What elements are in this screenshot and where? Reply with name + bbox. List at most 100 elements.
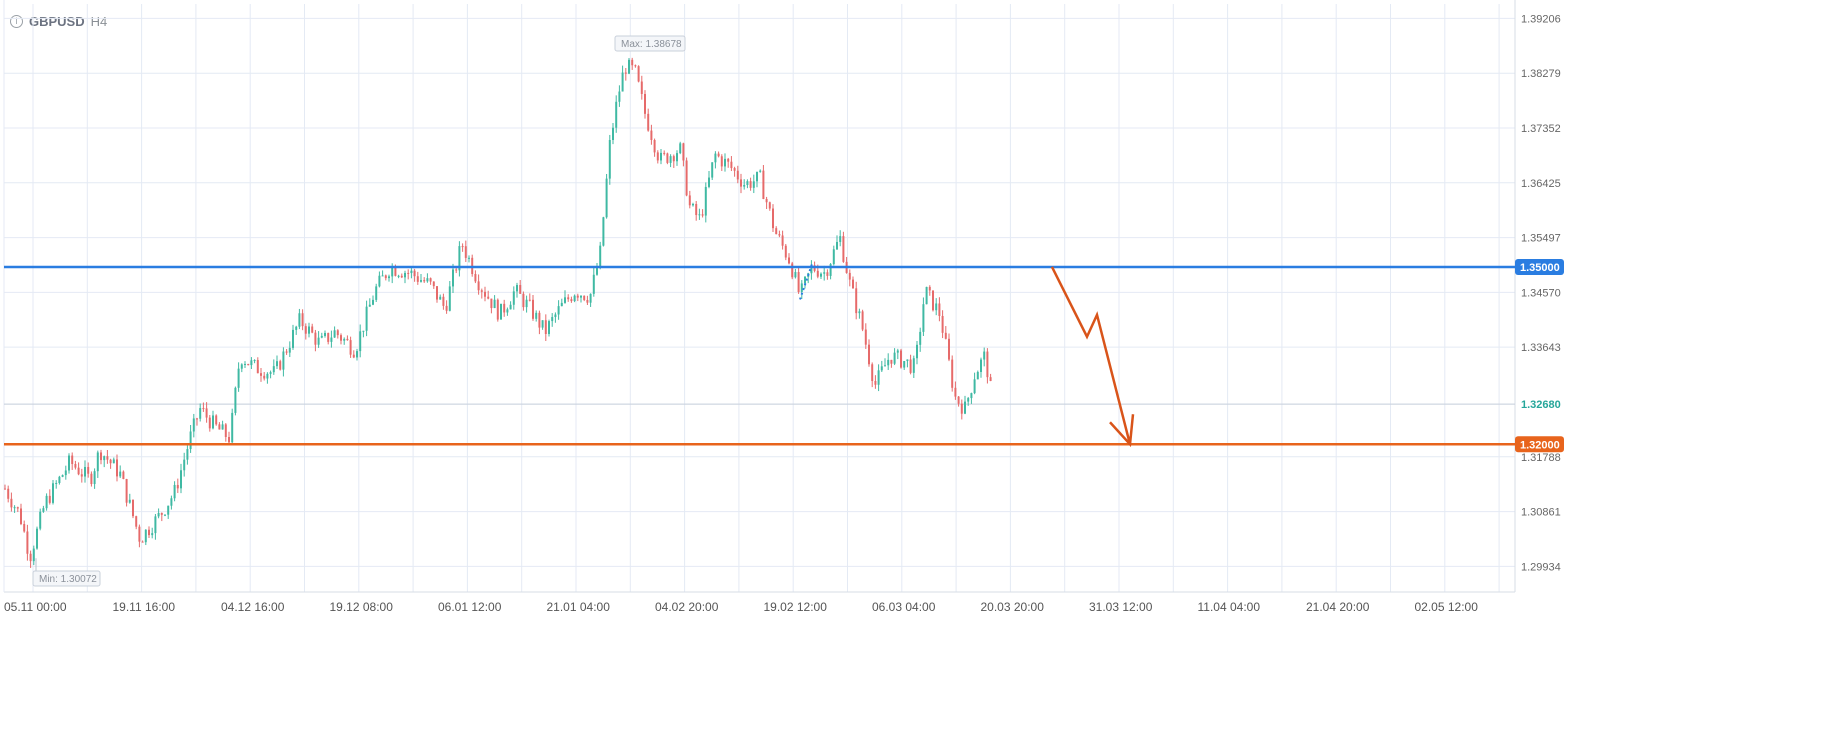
x-tick-label: 02.05 12:00: [1415, 600, 1479, 614]
candle-body: [653, 139, 656, 153]
x-tick-label: 19.11 16:00: [113, 600, 176, 614]
candle-body: [442, 296, 445, 306]
candle-body: [388, 276, 390, 279]
candle-body: [138, 526, 141, 542]
candle-body: [551, 317, 554, 322]
candle-body: [103, 456, 106, 461]
candle-body: [304, 326, 307, 334]
candle-body: [404, 272, 406, 278]
candle-body: [855, 288, 858, 314]
candle-body: [477, 281, 480, 291]
max-label: Max: 1.38678: [621, 39, 682, 50]
forecast-arrow[interactable]: [1050, 266, 1132, 445]
candle-body: [708, 177, 710, 187]
candle-body: [583, 295, 586, 300]
candle-body: [484, 291, 486, 297]
candle-body: [336, 330, 339, 336]
candle-body: [256, 360, 259, 374]
candle-body: [496, 299, 499, 320]
candle-body: [970, 393, 973, 399]
candle-body: [644, 93, 646, 114]
candle-body: [234, 387, 237, 413]
candle-body: [480, 290, 483, 292]
candle-body: [676, 153, 678, 162]
candle-body: [173, 484, 176, 499]
candle-body: [352, 354, 355, 358]
candle-body: [324, 332, 326, 336]
candle-body: [874, 380, 877, 385]
candle-body: [375, 286, 378, 300]
candle-body: [864, 329, 867, 345]
candle-body: [7, 488, 10, 499]
candle-body: [628, 59, 630, 74]
candle-body: [317, 337, 320, 345]
candle-body: [746, 181, 749, 186]
candle-body: [640, 81, 643, 94]
candle-body: [650, 130, 653, 140]
candle-body: [202, 408, 205, 410]
candle-body: [928, 286, 931, 291]
candle-body: [935, 303, 938, 311]
candle-body: [250, 360, 253, 366]
candle-body: [778, 234, 781, 236]
candle-body: [308, 326, 310, 334]
candle-body: [285, 351, 288, 353]
candle-body: [4, 488, 6, 490]
candle-body: [877, 370, 880, 385]
x-tick-label: 11.04 04:00: [1198, 600, 1261, 614]
candle-body: [522, 293, 525, 308]
candle-body: [423, 280, 426, 282]
candle-body: [237, 368, 240, 388]
candle-body: [346, 338, 349, 341]
x-tick-label: 06.03 04:00: [872, 600, 936, 614]
candle-body: [685, 160, 688, 196]
symbol-label: GBPUSD: [29, 14, 85, 29]
x-tick-label: 20.03 20:00: [981, 600, 1045, 614]
candle-body: [52, 483, 54, 503]
candle-body: [634, 65, 637, 67]
candle-body: [141, 541, 144, 543]
candle-body: [333, 330, 336, 338]
candle-body: [679, 143, 682, 154]
candle-body: [695, 203, 698, 216]
candle-body: [426, 278, 429, 282]
candle-body: [279, 361, 282, 370]
candle-body: [861, 311, 864, 330]
candle-body: [448, 286, 451, 311]
candle-body: [343, 338, 346, 341]
candle-body: [180, 470, 182, 489]
candle-body: [189, 431, 192, 450]
candle-body: [372, 299, 374, 305]
candle-body: [144, 529, 147, 543]
info-icon[interactable]: i: [10, 15, 23, 28]
candle-body: [893, 352, 896, 364]
candle-body: [458, 246, 461, 271]
candle-body: [330, 337, 333, 342]
candle-body: [292, 329, 294, 348]
candle-body: [218, 424, 221, 430]
candle-body: [416, 276, 419, 282]
candle-body: [445, 305, 448, 311]
candle-body: [752, 181, 755, 188]
candle-body: [560, 302, 563, 307]
candle-body: [221, 424, 224, 430]
candle-body: [90, 473, 93, 485]
candle-body: [77, 467, 80, 475]
candle-body: [356, 351, 358, 358]
candle-body: [669, 156, 672, 163]
candle-body: [196, 418, 198, 420]
candle-body: [327, 332, 330, 342]
candle-body: [663, 152, 666, 154]
candle-body: [122, 471, 125, 479]
candle-body: [455, 269, 458, 271]
candle-body: [666, 153, 669, 163]
candle-body: [384, 275, 387, 279]
candle-body: [736, 170, 739, 180]
candle-body: [692, 203, 694, 206]
candle-body: [500, 303, 502, 320]
y-tick-label: 1.35497: [1521, 233, 1561, 245]
candle-body: [368, 304, 371, 307]
candle-body: [263, 375, 266, 379]
candle-body: [570, 299, 573, 302]
